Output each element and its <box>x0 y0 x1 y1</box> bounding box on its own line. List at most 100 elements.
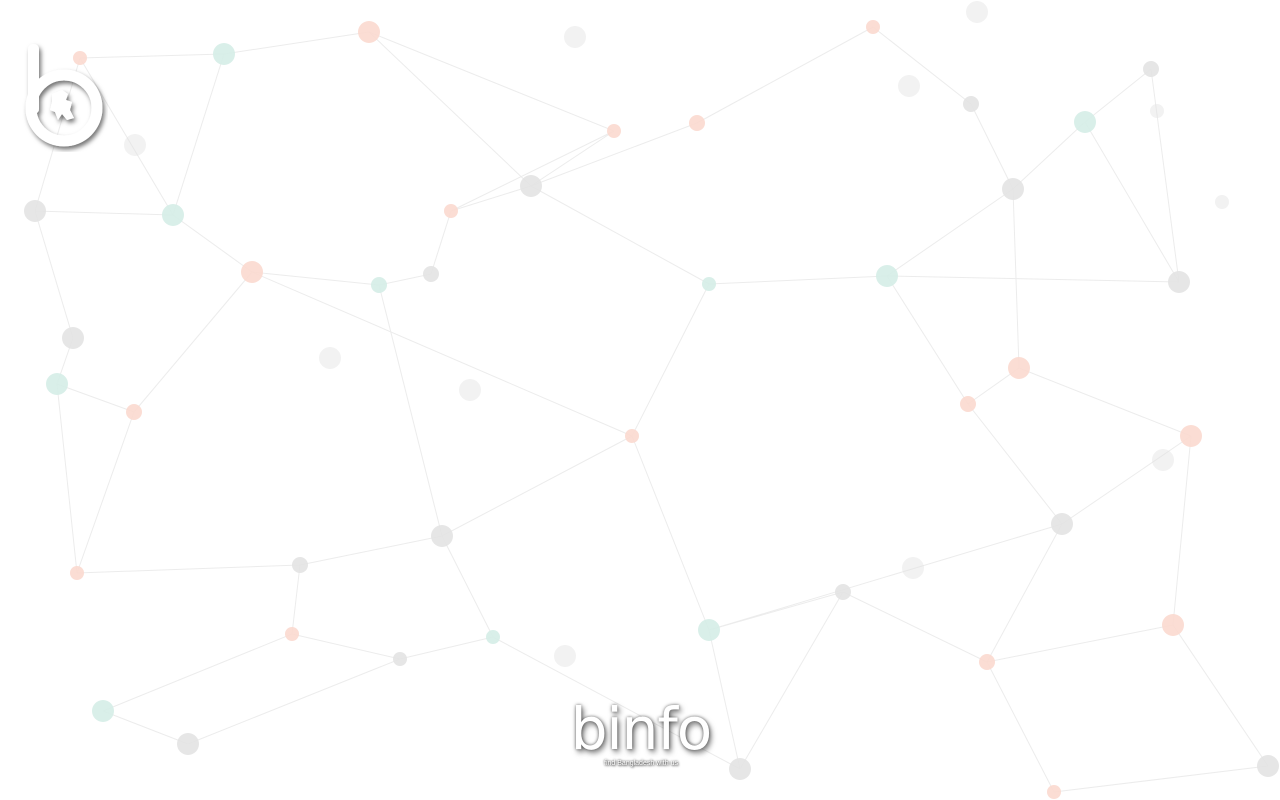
network-line <box>299 535 443 566</box>
binfo-logo[interactable]: binfo find Bangladesh with us <box>556 700 726 776</box>
network-node <box>285 627 299 641</box>
network-line <box>441 535 494 638</box>
network-line <box>986 523 1063 663</box>
network-line <box>368 31 532 187</box>
network-node <box>898 75 920 97</box>
network-node <box>423 266 439 282</box>
network-node <box>902 557 924 579</box>
network-line <box>696 26 874 124</box>
network-line <box>1172 435 1192 626</box>
network-line <box>291 564 301 635</box>
network-node <box>607 124 621 138</box>
network-node <box>960 396 976 412</box>
network-line <box>1061 435 1192 525</box>
network-line <box>56 383 78 574</box>
network-line <box>970 103 1014 190</box>
network-node <box>702 277 716 291</box>
network-node <box>444 204 458 218</box>
network-node <box>73 51 87 65</box>
network-node <box>689 115 705 131</box>
network-line <box>1084 121 1180 283</box>
network-line <box>102 633 293 712</box>
network-line <box>886 188 1014 277</box>
network-line <box>708 523 1063 631</box>
network-node <box>1215 195 1229 209</box>
network-line <box>223 31 370 55</box>
network-line <box>708 629 741 770</box>
network-node <box>393 652 407 666</box>
network-node <box>729 758 751 780</box>
network-node <box>177 733 199 755</box>
network-node <box>213 43 235 65</box>
network-line <box>530 185 710 285</box>
network-node <box>162 204 184 226</box>
network-line <box>492 636 741 770</box>
network-line <box>450 185 532 212</box>
network-node <box>486 630 500 644</box>
network-node <box>1002 178 1024 200</box>
network-line <box>251 271 633 437</box>
network-node <box>1152 449 1174 471</box>
network-node <box>371 277 387 293</box>
network-line <box>34 210 74 339</box>
network-node <box>24 200 46 222</box>
network-line <box>378 273 432 286</box>
network-line <box>967 403 1063 525</box>
network-line <box>172 214 253 273</box>
network-line <box>1084 68 1152 123</box>
network-line <box>1053 765 1269 793</box>
network-line <box>986 624 1174 663</box>
network-node <box>358 21 380 43</box>
binfo-tagline: find Bangladesh with us <box>604 760 678 767</box>
network-line <box>187 658 401 745</box>
network-node <box>1162 614 1184 636</box>
network-node <box>1150 104 1164 118</box>
network-line <box>450 130 615 212</box>
network-line <box>886 275 1180 283</box>
binfo-wordmark: binfo <box>570 695 713 763</box>
network-node <box>1168 271 1190 293</box>
network-line <box>79 57 174 216</box>
network-node <box>431 525 453 547</box>
network-node <box>292 557 308 573</box>
network-node <box>979 654 995 670</box>
network-line <box>76 564 301 574</box>
network-node <box>963 96 979 112</box>
network-node <box>70 566 84 580</box>
network-node <box>554 645 576 667</box>
network-node <box>966 1 988 23</box>
network-line <box>1012 188 1020 369</box>
network-node <box>92 700 114 722</box>
network-node <box>62 327 84 349</box>
network-line <box>842 591 988 663</box>
network-line <box>1018 367 1192 437</box>
network-line <box>530 130 615 187</box>
network-line <box>102 710 189 745</box>
network-line <box>708 275 888 285</box>
network-line <box>430 210 452 275</box>
network-line <box>251 271 380 286</box>
network-line <box>1150 68 1180 283</box>
network-line <box>708 591 844 631</box>
network-node <box>124 134 146 156</box>
network-node <box>520 175 542 197</box>
b-logo-icon[interactable] <box>22 40 108 152</box>
network-node <box>698 619 720 641</box>
network-node <box>126 404 142 420</box>
network-node <box>876 265 898 287</box>
network-line <box>399 636 494 660</box>
network-node <box>1008 357 1030 379</box>
network-line <box>76 411 135 574</box>
network-line <box>739 591 844 770</box>
network-line <box>172 53 225 216</box>
network-node <box>46 373 68 395</box>
network-node <box>625 429 639 443</box>
network-line <box>34 210 174 216</box>
network-line <box>1172 624 1269 767</box>
network-line <box>886 275 969 405</box>
network-line <box>441 435 633 537</box>
network-line <box>872 26 972 105</box>
network-node <box>459 379 481 401</box>
network-node <box>1257 755 1279 777</box>
